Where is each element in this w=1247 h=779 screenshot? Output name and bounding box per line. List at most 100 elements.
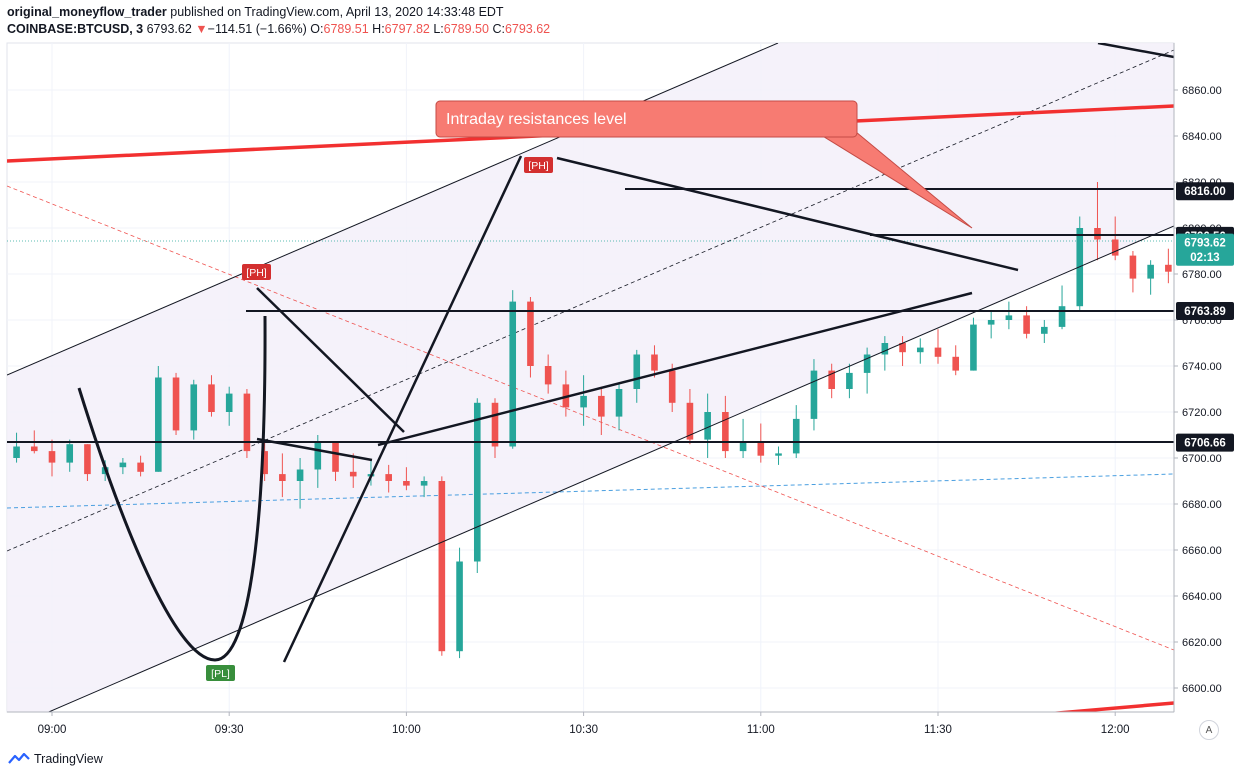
candle-body — [633, 354, 641, 389]
candle-body — [899, 343, 906, 353]
pattern-line-1 — [256, 287, 405, 433]
drawings-under — [7, 49, 1174, 651]
y-axis[interactable]: 6600.00 6620.00 6640.00 6660.00 6680.00 6700.… — [1173, 43, 1222, 712]
y-tick-label: 6620.00 — [1182, 637, 1222, 649]
candle-body — [1005, 315, 1013, 320]
callout-box[interactable] — [435, 100, 858, 138]
tradingview-logo-icon — [8, 753, 30, 764]
pivot-low-label: [PL] — [211, 668, 230, 680]
footer-brand: TradingView — [8, 752, 103, 766]
brand-name: TradingView — [34, 752, 103, 766]
auto-scale-button[interactable]: A — [1199, 720, 1219, 740]
price-label-box — [1176, 247, 1234, 266]
candle-body — [30, 446, 38, 452]
candle-body — [934, 347, 942, 357]
price-label-text: 6793.62 — [1184, 238, 1226, 250]
candle-body — [296, 469, 304, 481]
y-tick-label: 6660.00 — [1182, 545, 1222, 557]
candle-body — [225, 393, 233, 412]
pivot-low-badge — [206, 665, 235, 681]
price-label-box — [1176, 233, 1234, 252]
high-value: 6797.82 — [384, 22, 430, 36]
x-tick-label: 10:30 — [569, 724, 598, 736]
pivot-high-label-2: [PH] — [528, 160, 549, 172]
candle-body — [13, 446, 20, 458]
pivot-high-label-1: [PH] — [246, 267, 267, 279]
candle-body — [491, 402, 499, 447]
last-price: 6793.62 — [146, 22, 192, 36]
candle-body — [775, 453, 782, 456]
candle-body — [261, 451, 268, 475]
candle-body — [119, 462, 127, 468]
ohlc-line: COINBASE:BTCUSD, 3 6793.62 ▼−114.51 (−1.… — [7, 22, 550, 36]
y-tick-label: 6840.00 — [1182, 131, 1222, 143]
open-label: O: — [310, 22, 324, 36]
y-tick-label: 6740.00 — [1182, 361, 1222, 373]
candle-body — [155, 377, 162, 472]
candle-body — [0, 458, 2, 467]
candle-body — [190, 384, 198, 431]
low-label: L: — [433, 22, 444, 36]
symbol-label[interactable]: COINBASE:BTCUSD, 3 — [7, 22, 144, 36]
y-tick-label: 6700.00 — [1182, 453, 1222, 465]
author-name[interactable]: original_moneyflow_trader — [7, 5, 167, 19]
candle-body — [48, 451, 56, 463]
red-dashed-trendline — [7, 185, 1174, 651]
candle-body — [1129, 255, 1137, 279]
candle-body — [1058, 306, 1066, 327]
candle-body — [792, 418, 800, 454]
candle-body — [615, 389, 623, 417]
candle-body — [881, 343, 889, 355]
red-support-line — [1049, 701, 1174, 712]
candle-body — [420, 481, 428, 486]
falling-resistance-line — [556, 156, 1019, 272]
pivot-high-badge-2 — [524, 157, 553, 173]
candle-body — [544, 366, 552, 385]
x-tick-label: 09:00 — [38, 724, 67, 736]
price-label-box — [1176, 182, 1234, 201]
channel-upper-border — [7, 43, 779, 376]
candle-body — [385, 474, 392, 481]
x-tick-label: 12:00 — [1101, 724, 1130, 736]
x-tick-label: 11:00 — [747, 724, 775, 736]
candle-body — [722, 412, 729, 452]
candle-body — [509, 301, 517, 447]
price-label-box — [1176, 302, 1234, 321]
x-tick-label: 10:00 — [392, 724, 421, 736]
candle-body — [916, 347, 924, 353]
low-value: 6789.50 — [443, 22, 489, 36]
published-text: published on TradingView.com, April 13, … — [170, 5, 504, 19]
candle-body — [598, 395, 605, 417]
price-label-text: 6816.00 — [1184, 186, 1226, 198]
high-label: H: — [372, 22, 385, 36]
y-tick-label: 6680.00 — [1182, 499, 1222, 511]
candle-body — [349, 471, 357, 477]
candle-body — [1236, 228, 1243, 246]
candle-body — [84, 444, 91, 475]
candle-body — [828, 370, 835, 389]
x-axis[interactable]: 09:0009:3010:0010:3011:0011:3012:0012:30… — [7, 711, 1247, 736]
candle-body — [332, 441, 339, 472]
price-change: −114.51 (−1.66%) — [207, 22, 307, 36]
candle-body — [651, 354, 658, 371]
candle-body — [243, 393, 251, 452]
pivot-labels: [PH] [PH] [PL] — [206, 157, 553, 681]
candle-body — [473, 402, 481, 562]
price-label-box — [1176, 433, 1234, 452]
candle-body — [987, 320, 995, 325]
y-tick-label: 6860.00 — [1182, 85, 1222, 97]
candle-body — [846, 372, 853, 389]
candle-body — [739, 441, 747, 452]
pattern-line-3 — [282, 155, 523, 663]
y-tick-label: 6780.00 — [1182, 269, 1222, 281]
candle-body — [580, 395, 587, 408]
pattern-line-2 — [256, 437, 373, 462]
candle-body — [172, 377, 180, 431]
candle-body — [952, 356, 960, 371]
candle-body — [863, 354, 871, 373]
candle-body — [1165, 264, 1172, 272]
price-label-text: 6706.66 — [1184, 438, 1226, 450]
candle-body — [810, 370, 818, 419]
candle-body — [668, 370, 676, 403]
